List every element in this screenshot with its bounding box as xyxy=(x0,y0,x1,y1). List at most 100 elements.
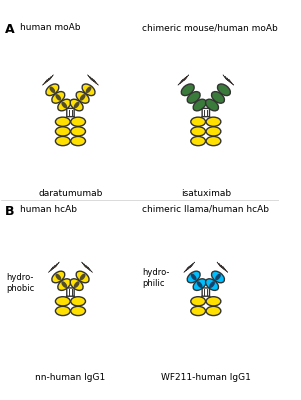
Polygon shape xyxy=(94,80,98,85)
Polygon shape xyxy=(84,264,88,269)
FancyBboxPatch shape xyxy=(67,108,74,117)
Text: B: B xyxy=(5,205,14,218)
Polygon shape xyxy=(54,262,59,268)
Polygon shape xyxy=(82,262,86,268)
Ellipse shape xyxy=(61,281,67,288)
Polygon shape xyxy=(223,267,228,272)
Ellipse shape xyxy=(191,127,206,136)
Ellipse shape xyxy=(181,84,194,96)
Text: hydro-
phobic: hydro- phobic xyxy=(6,273,34,293)
Ellipse shape xyxy=(49,86,55,93)
Ellipse shape xyxy=(58,99,71,111)
Polygon shape xyxy=(221,265,226,271)
Polygon shape xyxy=(45,78,49,84)
Ellipse shape xyxy=(206,297,221,306)
Text: human hcAb: human hcAb xyxy=(20,205,77,214)
Ellipse shape xyxy=(61,102,67,108)
Polygon shape xyxy=(88,267,92,272)
Polygon shape xyxy=(178,80,183,85)
Ellipse shape xyxy=(206,136,221,146)
Ellipse shape xyxy=(212,271,225,283)
Ellipse shape xyxy=(193,279,206,290)
Ellipse shape xyxy=(86,86,92,93)
Ellipse shape xyxy=(217,84,230,96)
Polygon shape xyxy=(188,264,193,269)
Polygon shape xyxy=(52,264,57,269)
Text: chimeric mouse/human moAb: chimeric mouse/human moAb xyxy=(142,23,278,32)
Ellipse shape xyxy=(52,92,65,103)
Polygon shape xyxy=(217,262,222,268)
Polygon shape xyxy=(225,76,230,82)
Ellipse shape xyxy=(82,84,95,96)
Ellipse shape xyxy=(215,274,221,280)
Text: chimeric llama/human hcAb: chimeric llama/human hcAb xyxy=(142,205,269,214)
Ellipse shape xyxy=(71,306,85,316)
Ellipse shape xyxy=(206,306,221,316)
Ellipse shape xyxy=(55,94,61,101)
Polygon shape xyxy=(227,78,232,84)
Ellipse shape xyxy=(191,274,197,280)
Text: WF211-human IgG1: WF211-human IgG1 xyxy=(161,373,251,382)
Text: nn-human IgG1: nn-human IgG1 xyxy=(35,373,106,382)
Polygon shape xyxy=(229,80,234,85)
Ellipse shape xyxy=(191,306,206,316)
Ellipse shape xyxy=(191,117,206,126)
Polygon shape xyxy=(184,267,189,272)
Ellipse shape xyxy=(74,102,79,108)
Polygon shape xyxy=(184,75,189,80)
Ellipse shape xyxy=(191,136,206,146)
Ellipse shape xyxy=(212,92,225,103)
Polygon shape xyxy=(190,262,195,268)
Ellipse shape xyxy=(55,127,70,136)
Ellipse shape xyxy=(55,117,70,126)
Ellipse shape xyxy=(187,271,200,283)
Ellipse shape xyxy=(197,281,203,288)
Text: hydro-
philic: hydro- philic xyxy=(142,268,170,288)
Text: isatuximab: isatuximab xyxy=(181,189,231,198)
FancyBboxPatch shape xyxy=(202,288,209,296)
Ellipse shape xyxy=(206,279,219,290)
Polygon shape xyxy=(88,75,92,80)
Ellipse shape xyxy=(187,92,200,103)
Ellipse shape xyxy=(80,94,85,101)
Ellipse shape xyxy=(80,274,85,280)
Polygon shape xyxy=(186,265,191,271)
FancyBboxPatch shape xyxy=(67,288,74,296)
Ellipse shape xyxy=(71,117,85,126)
Ellipse shape xyxy=(70,99,83,111)
Polygon shape xyxy=(92,78,96,84)
Ellipse shape xyxy=(52,271,65,283)
Polygon shape xyxy=(89,76,95,82)
Ellipse shape xyxy=(209,281,215,288)
Ellipse shape xyxy=(206,127,221,136)
Ellipse shape xyxy=(71,136,85,146)
Ellipse shape xyxy=(191,297,206,306)
Ellipse shape xyxy=(76,271,89,283)
Ellipse shape xyxy=(206,99,219,111)
Ellipse shape xyxy=(55,297,70,306)
Ellipse shape xyxy=(71,127,85,136)
Text: A: A xyxy=(5,23,15,36)
Ellipse shape xyxy=(58,279,71,290)
Text: human moAb: human moAb xyxy=(20,23,80,32)
Ellipse shape xyxy=(55,306,70,316)
Polygon shape xyxy=(42,80,47,85)
Ellipse shape xyxy=(193,99,206,111)
Polygon shape xyxy=(51,265,55,271)
Polygon shape xyxy=(48,267,53,272)
Polygon shape xyxy=(85,265,91,271)
Polygon shape xyxy=(48,75,53,80)
Polygon shape xyxy=(180,78,185,84)
Ellipse shape xyxy=(70,279,83,290)
Polygon shape xyxy=(219,264,224,269)
Ellipse shape xyxy=(55,136,70,146)
Ellipse shape xyxy=(55,274,61,280)
Ellipse shape xyxy=(71,297,85,306)
FancyBboxPatch shape xyxy=(202,108,209,117)
Polygon shape xyxy=(223,75,228,80)
Text: daratumumab: daratumumab xyxy=(38,189,103,198)
Ellipse shape xyxy=(76,92,89,103)
Polygon shape xyxy=(182,76,187,82)
Ellipse shape xyxy=(206,117,221,126)
Polygon shape xyxy=(46,76,51,82)
